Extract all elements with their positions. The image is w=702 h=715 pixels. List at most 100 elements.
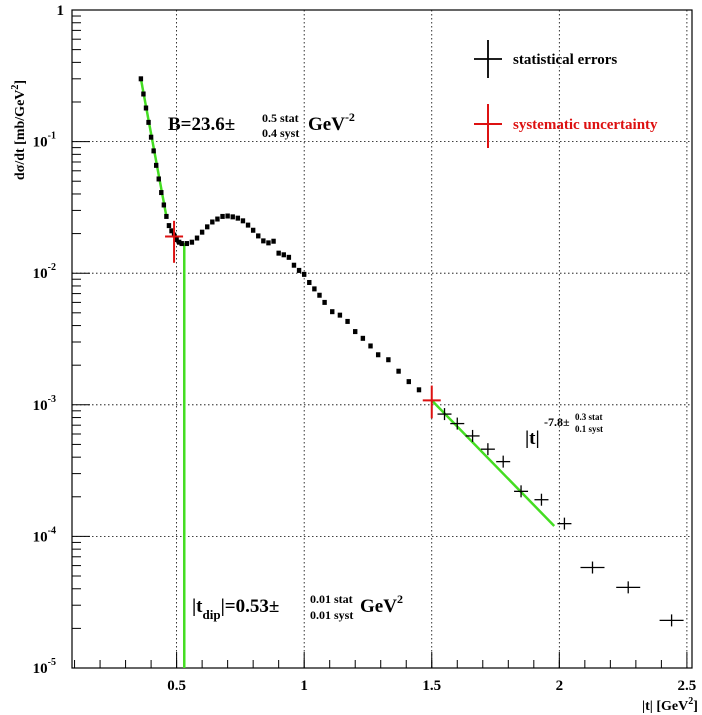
data-point	[271, 238, 276, 244]
data-point	[256, 233, 261, 239]
legend-label-systematic: systematic uncertainty	[513, 117, 658, 133]
systematic-error-bars	[165, 220, 441, 419]
dip-annotation-unit: GeV2	[360, 592, 403, 617]
data-point	[240, 218, 246, 224]
power-annotation: |t|	[525, 428, 540, 449]
data-point	[141, 91, 146, 97]
x-tick-label: 2	[556, 678, 564, 694]
data-point	[215, 216, 220, 222]
data-marker	[220, 213, 225, 219]
data-point	[156, 176, 161, 182]
power-annotation-exp-stat: 0.3 stat	[575, 412, 603, 422]
data-marker	[312, 286, 317, 292]
data-point	[281, 252, 286, 258]
y-tick-label: 1	[57, 3, 65, 19]
data-marker	[184, 241, 190, 247]
data-point	[235, 215, 241, 221]
data-marker	[276, 250, 281, 256]
data-marker	[166, 223, 172, 229]
data-marker	[176, 239, 182, 245]
data-marker	[174, 237, 179, 243]
data-marker	[250, 227, 256, 233]
data-marker	[307, 279, 312, 285]
data-point	[266, 240, 271, 246]
data-point	[386, 357, 391, 363]
data-marker	[337, 312, 343, 318]
data-point	[291, 262, 297, 268]
data-point	[317, 292, 322, 298]
data-marker	[240, 218, 246, 224]
data-point	[406, 379, 411, 385]
data-marker	[210, 219, 215, 225]
data-marker	[416, 387, 422, 393]
data-marker	[245, 222, 251, 228]
data-point	[450, 417, 465, 430]
data-point	[184, 241, 190, 247]
data-point	[307, 279, 312, 285]
legend: statistical errors systematic uncertaint…	[474, 40, 658, 148]
data-marker	[301, 271, 307, 277]
data-point	[220, 213, 225, 219]
data-point	[174, 237, 179, 243]
data-marker	[322, 299, 327, 305]
fit-line	[430, 399, 556, 527]
data-point	[189, 239, 195, 245]
data-marker	[138, 76, 144, 82]
legend-label-statistical: statistical errors	[513, 52, 617, 68]
y-tick-label: 10-3	[33, 394, 56, 414]
y-axis-label: dσ/dt [mb/GeV2]	[10, 80, 28, 180]
data-marker	[146, 119, 151, 125]
x-axis-label: |t| [GeV2]	[642, 696, 698, 714]
data-point	[514, 485, 529, 498]
x-tick-label: 1	[300, 678, 308, 694]
slope-annotation-sub: 0.4 syst	[262, 126, 299, 140]
data-marker	[194, 235, 200, 241]
data-marker	[164, 213, 169, 219]
data-marker	[368, 343, 373, 349]
systematic-error-bar	[422, 385, 441, 419]
grid	[72, 10, 692, 668]
data-point	[153, 162, 159, 168]
data-marker	[169, 228, 174, 234]
dip-annotation-sub: 0.01 syst	[310, 608, 353, 622]
data-point	[286, 254, 292, 260]
data-point	[534, 493, 549, 506]
data-point	[301, 271, 307, 277]
data-point	[345, 318, 350, 324]
data-point	[330, 309, 335, 315]
data-point	[166, 223, 172, 229]
y-tick-label: 10-5	[33, 657, 56, 677]
y-tick-label: 10-4	[33, 525, 56, 545]
data-point	[194, 235, 200, 241]
data-marker	[189, 239, 195, 245]
data-marker	[281, 252, 286, 258]
dip-annotation: |tdip|=0.53±	[192, 596, 279, 622]
data-marker	[143, 105, 149, 111]
data-marker	[205, 224, 210, 230]
slope-annotation: B=23.6±	[168, 114, 235, 135]
data-point	[659, 614, 684, 627]
data-point	[496, 455, 511, 468]
data-point	[161, 202, 167, 208]
data-point	[205, 224, 210, 230]
data-point	[353, 329, 358, 335]
data-marker	[153, 162, 159, 168]
x-tick-labels: 0.5 1 1.5 2 2.5	[167, 678, 696, 694]
data-marker	[256, 233, 261, 239]
data-point	[230, 214, 235, 220]
axis-ticks	[72, 9, 688, 669]
y-tick-labels: 1 10-1 10-2 10-3 10-4 10-5	[33, 3, 64, 677]
data-point	[143, 105, 149, 111]
data-marker	[179, 241, 184, 247]
data-marker	[406, 379, 411, 385]
data-marker	[330, 309, 335, 315]
data-point	[437, 408, 452, 421]
y-tick-label: 10-1	[33, 131, 56, 151]
data-marker	[225, 213, 230, 219]
power-annotation-exp: -7.8±	[544, 415, 570, 429]
slope-annotation-unit: GeV-2	[308, 110, 355, 135]
data-point	[250, 227, 256, 233]
data-point	[159, 190, 164, 196]
data-point	[179, 241, 184, 247]
